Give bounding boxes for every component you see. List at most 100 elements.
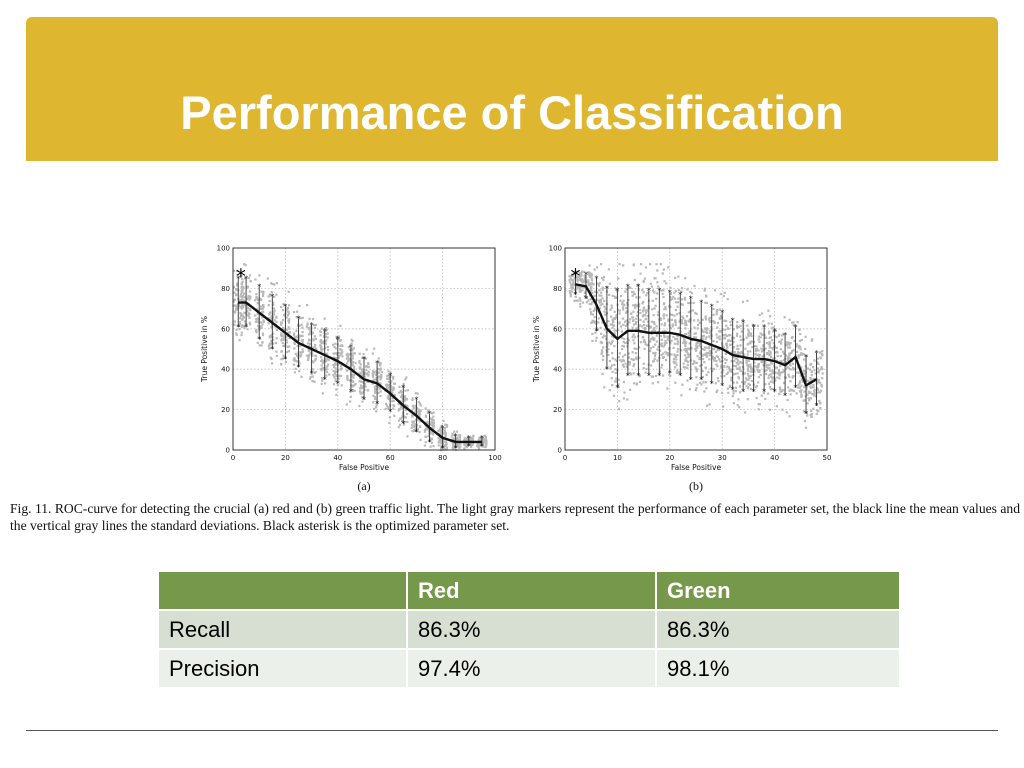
std-bar-cap: * — [244, 323, 248, 332]
parameter-set-marker — [240, 298, 243, 301]
parameter-set-marker — [703, 346, 707, 349]
parameter-set-marker — [768, 408, 771, 411]
parameter-set-marker — [588, 302, 591, 305]
parameter-set-marker — [240, 324, 244, 327]
parameter-set-marker — [760, 360, 763, 364]
parameter-set-marker — [788, 343, 791, 346]
parameter-set-marker — [787, 341, 790, 344]
parameter-set-marker — [321, 358, 324, 362]
x-tick-label: 40 — [770, 454, 779, 462]
parameter-set-marker — [792, 366, 795, 369]
parameter-set-marker — [580, 270, 584, 273]
parameter-set-marker — [406, 412, 409, 416]
parameter-set-marker — [744, 380, 747, 384]
parameter-set-marker — [385, 404, 389, 407]
parameter-set-marker — [261, 294, 265, 298]
parameter-set-marker — [715, 354, 718, 358]
parameter-set-marker — [768, 330, 771, 333]
x-tick-label: 30 — [718, 454, 727, 462]
parameter-set-marker — [674, 361, 677, 364]
parameter-set-marker — [430, 421, 434, 424]
parameter-set-marker — [583, 278, 586, 281]
parameter-set-marker — [321, 367, 324, 371]
parameter-set-marker — [324, 332, 327, 336]
parameter-set-marker — [736, 404, 739, 407]
parameter-set-marker — [792, 321, 795, 324]
parameter-set-marker — [642, 313, 645, 317]
parameter-set-marker — [627, 356, 630, 359]
parameter-set-marker — [788, 354, 791, 357]
parameter-set-marker — [378, 388, 381, 391]
parameter-set-marker — [416, 428, 420, 431]
parameter-set-marker — [275, 316, 278, 319]
parameter-set-marker — [255, 297, 258, 300]
parameter-set-marker — [614, 287, 617, 290]
parameter-set-marker — [728, 385, 732, 389]
std-bar-cap: * — [657, 371, 661, 380]
parameter-set-marker — [691, 362, 695, 366]
parameter-set-marker — [677, 326, 680, 329]
parameter-set-marker — [452, 447, 455, 451]
parameter-set-marker — [709, 333, 713, 337]
x-axis-label: False Positive — [339, 463, 390, 472]
parameter-set-marker — [324, 346, 327, 350]
parameter-set-marker — [791, 389, 794, 392]
parameter-set-marker — [411, 398, 414, 402]
parameter-set-marker — [307, 349, 310, 353]
parameter-set-marker — [337, 335, 341, 338]
parameter-set-marker — [598, 301, 601, 304]
parameter-set-marker — [637, 303, 641, 306]
parameter-set-marker — [352, 352, 355, 355]
parameter-set-marker — [301, 334, 304, 338]
parameter-set-marker — [398, 423, 402, 427]
parameter-set-marker — [326, 365, 329, 368]
y-tick-label: 100 — [217, 245, 230, 253]
parameter-set-marker — [406, 420, 409, 424]
parameter-set-marker — [647, 320, 650, 323]
parameter-set-marker — [665, 314, 668, 317]
parameter-set-marker — [796, 366, 800, 369]
parameter-set-marker — [708, 350, 711, 353]
parameter-set-marker — [397, 402, 400, 406]
parameter-set-marker — [240, 304, 243, 307]
parameter-set-marker — [249, 309, 252, 312]
parameter-set-marker — [764, 364, 767, 367]
parameter-set-marker — [300, 339, 303, 342]
parameter-set-marker — [314, 337, 317, 340]
parameter-set-marker — [322, 335, 326, 338]
parameter-set-marker — [705, 351, 708, 355]
parameter-set-marker — [689, 290, 692, 293]
parameter-set-marker — [714, 350, 718, 354]
parameter-set-marker — [675, 363, 678, 366]
parameter-set-marker — [707, 318, 711, 321]
parameter-set-marker — [612, 394, 616, 397]
parameter-set-marker — [662, 268, 665, 271]
parameter-set-marker — [377, 360, 380, 363]
parameter-set-marker — [589, 311, 593, 314]
parameter-set-marker — [430, 441, 433, 444]
parameter-set-marker — [659, 343, 663, 346]
parameter-set-marker — [469, 436, 472, 439]
parameter-set-marker — [649, 349, 652, 353]
parameter-set-marker — [311, 346, 314, 349]
parameter-set-marker — [600, 349, 604, 352]
parameter-set-marker — [427, 434, 430, 438]
parameter-set-marker — [350, 358, 353, 362]
parameter-set-marker — [613, 317, 617, 321]
parameter-set-marker — [716, 336, 719, 339]
parameter-set-marker — [285, 341, 289, 344]
parameter-set-marker — [332, 363, 335, 367]
parameter-set-marker — [738, 368, 741, 371]
parameter-set-marker — [790, 351, 793, 355]
parameter-set-marker — [240, 331, 243, 334]
parameter-set-marker — [705, 373, 708, 377]
std-bar-cap: * — [731, 317, 735, 326]
parameter-set-marker — [242, 324, 245, 328]
parameter-set-marker — [701, 375, 705, 379]
parameter-set-marker — [708, 346, 711, 349]
parameter-set-marker — [652, 321, 656, 324]
parameter-set-marker — [654, 352, 657, 355]
parameter-set-marker — [685, 360, 688, 363]
parameter-set-marker — [280, 339, 283, 342]
parameter-set-marker — [625, 365, 628, 368]
